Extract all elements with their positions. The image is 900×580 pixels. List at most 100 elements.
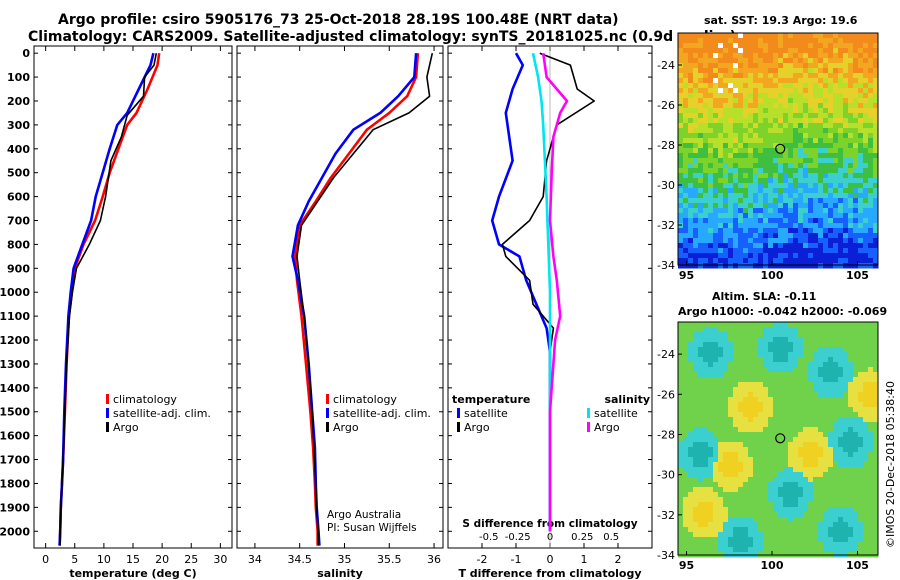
sla-map-cell [823, 382, 829, 388]
sst-map-cell [843, 148, 849, 154]
sla-map-cell [763, 407, 769, 413]
sst-map-cell [728, 48, 734, 54]
sla-map-cell [778, 492, 784, 498]
sst-map-cell [748, 263, 754, 269]
sla-map-cell [773, 467, 779, 473]
sst-map-cell [813, 213, 819, 219]
sla-map-cell [723, 332, 729, 338]
sst-map-cell [818, 38, 824, 44]
sst-map-cell [778, 138, 784, 144]
sla-map-cell [728, 527, 734, 533]
sla-map-cell [698, 432, 704, 438]
sst-map-cell [753, 178, 759, 184]
sla-map-cell [748, 487, 754, 493]
sst-map-cell [703, 138, 709, 144]
sla-map-cell [803, 502, 809, 508]
sst-map-cell [703, 148, 709, 154]
sla-map-cell [678, 447, 684, 453]
sla-map-cell [703, 397, 709, 403]
sla-map-cell [783, 447, 789, 453]
sst-map-cell [733, 233, 739, 239]
sst-map-cell [688, 88, 694, 94]
sst-map-cell [728, 178, 734, 184]
sla-map-cell [708, 482, 714, 488]
sla-map-cell [723, 517, 729, 523]
sla-map-cell [718, 327, 724, 333]
sla-map-cell [748, 467, 754, 473]
sst-map-cell [678, 83, 684, 89]
sst-map-cell [743, 93, 749, 99]
sst-map-cell [823, 103, 829, 109]
sst-map-cell [718, 73, 724, 79]
sst-map-cell [828, 53, 834, 59]
sst-map-cell [698, 213, 704, 219]
sst-map-cell [768, 213, 774, 219]
sla-map-cell [763, 472, 769, 478]
sla-map-cell [743, 542, 749, 548]
sla-map-cell [838, 527, 844, 533]
sla-map-cell [693, 387, 699, 393]
sla-map-cell [823, 372, 829, 378]
sst-map-cell [768, 83, 774, 89]
sst-map-cell [868, 243, 874, 249]
sla-map-cell [753, 392, 759, 398]
sla-map-cell [803, 462, 809, 468]
sla-map-cell [723, 372, 729, 378]
sla-map-cell [788, 417, 794, 423]
sla-map-cell [833, 372, 839, 378]
sla-map-cell [713, 532, 719, 538]
sla-map-cell [818, 347, 824, 353]
sst-map-cell [693, 253, 699, 259]
sst-map-cell [848, 183, 854, 189]
sla-map-cell [838, 347, 844, 353]
sst-map-cell [773, 183, 779, 189]
sst-map-cell [763, 158, 769, 164]
sla-map-cell [758, 377, 764, 383]
sla-map-cell [778, 417, 784, 423]
sla-map-cell [728, 362, 734, 368]
sla-map-cell [868, 382, 874, 388]
sst-map-cell [733, 258, 739, 264]
sla-map-cell [703, 482, 709, 488]
sla-map-cell [713, 362, 719, 368]
sst-map-cell [713, 188, 719, 194]
sla-map-cell [683, 372, 689, 378]
sst-map-xtick-label: 105 [846, 269, 869, 282]
sla-map-cell [738, 437, 744, 443]
sla-map-cell [763, 522, 769, 528]
sla-map-cell [688, 367, 694, 373]
sst-map-cell [808, 143, 814, 149]
sst-map-cell [833, 153, 839, 159]
sla-map-cell [753, 327, 759, 333]
sla-map-cell [833, 532, 839, 538]
sst-map-cell [863, 238, 869, 244]
sla-map-cell [788, 342, 794, 348]
sst-map-cell [858, 163, 864, 169]
sla-map-cell [773, 332, 779, 338]
sla-map-cell [713, 407, 719, 413]
sst-map-cell [813, 83, 819, 89]
sst-map-cell [728, 173, 734, 179]
sla-map-cell [873, 542, 879, 548]
sst-map-cell [763, 38, 769, 44]
sst-map-cell [843, 243, 849, 249]
sla-map-cell [843, 347, 849, 353]
sst-map-cell [678, 158, 684, 164]
sst-map-cell [773, 168, 779, 174]
sla-map-cell [798, 462, 804, 468]
sla-map-cell [813, 402, 819, 408]
sst-map-cell [743, 248, 749, 254]
sst-map-cell [873, 198, 879, 204]
sla-map-cell [788, 462, 794, 468]
sst-map-cell [808, 108, 814, 114]
sla-map-cell [718, 412, 724, 418]
sst-map-cell [793, 158, 799, 164]
sst-map-cell [798, 38, 804, 44]
sla-map-cell [818, 402, 824, 408]
sla-map-cell [728, 392, 734, 398]
sla-map-cell [738, 427, 744, 433]
sla-map-cell [873, 332, 879, 338]
sst-map-cell [803, 53, 809, 59]
sst-map-cell [868, 128, 874, 134]
sst-map-cell [733, 48, 739, 54]
